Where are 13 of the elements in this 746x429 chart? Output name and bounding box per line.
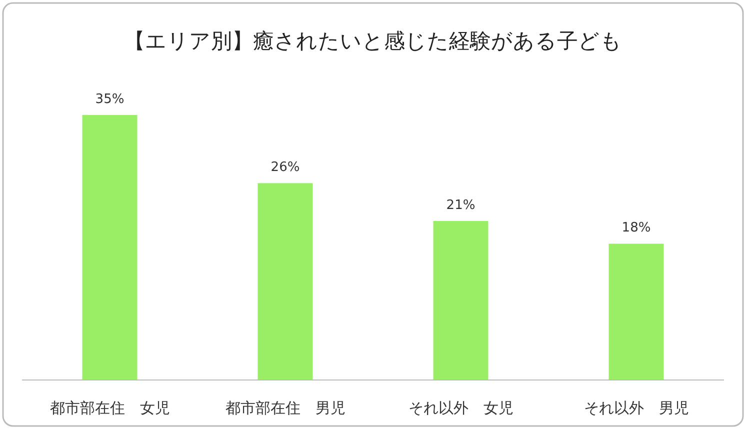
data-label: 35% bbox=[95, 92, 124, 107]
data-label: 21% bbox=[446, 198, 476, 213]
x-tick-label: それ以外 男児 bbox=[584, 399, 689, 417]
x-tick-label: それ以外 女児 bbox=[408, 399, 514, 417]
data-label: 26% bbox=[270, 160, 300, 176]
x-tick-label: 都市部在住 男児 bbox=[225, 399, 346, 417]
data-label: 18% bbox=[622, 220, 651, 236]
bar bbox=[82, 115, 138, 380]
chart-title: 【エリア別】癒されたいと感じた経験がある子ども bbox=[124, 29, 622, 53]
bar bbox=[433, 221, 488, 380]
x-tick-label: 都市部在住 女児 bbox=[50, 399, 170, 417]
bar bbox=[608, 244, 664, 380]
bar bbox=[258, 183, 313, 380]
